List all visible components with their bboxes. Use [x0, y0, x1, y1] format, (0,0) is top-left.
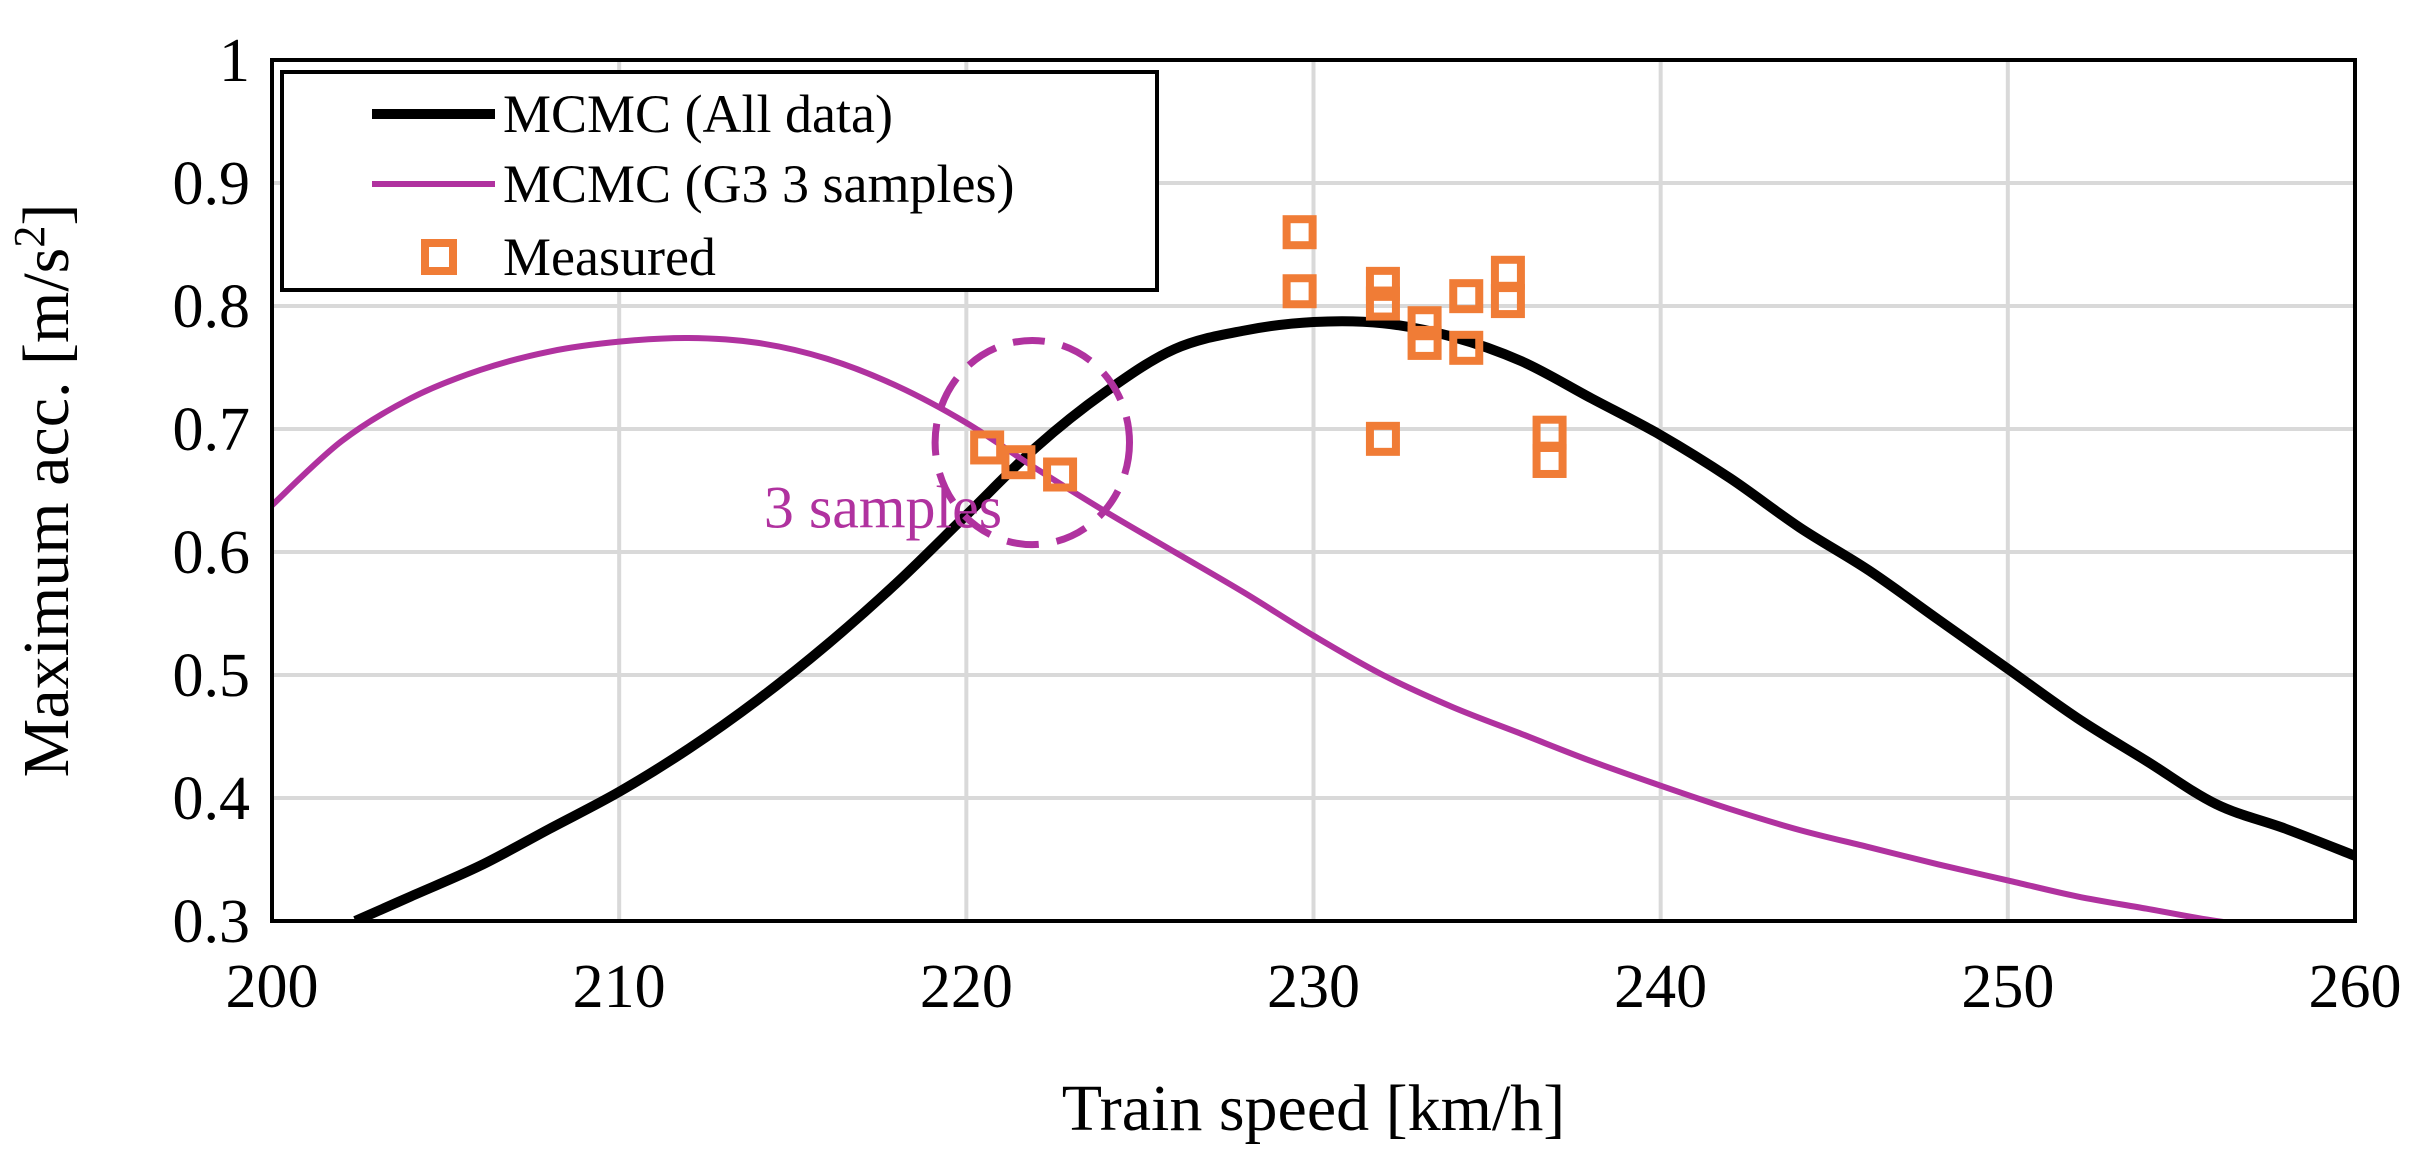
y-axis-title-end: ] [10, 204, 83, 226]
tick-labels: 200 210 220 230 240 250 260 0.3 0.4 0.5 0.6 0.7 0.8 0… [173, 27, 2402, 1021]
annotations: 3 samples [764, 215, 1567, 549]
y-tick-label: 0.5 [173, 642, 251, 710]
measured-point [1532, 415, 1567, 450]
measured-point [1043, 457, 1078, 492]
annotation-label: 3 samples [764, 475, 1002, 541]
measured-point [1365, 266, 1400, 301]
measured-point [1001, 445, 1036, 480]
measured-point [1449, 330, 1484, 365]
y-axis-title-sup: 2 [5, 226, 54, 248]
legend-swatch-measured [421, 239, 457, 275]
x-tick-label: 230 [1267, 953, 1360, 1021]
legend-label-all-data: MCMC (All data) [503, 84, 893, 144]
y-tick-label: 1 [219, 27, 250, 95]
measured-point [1532, 443, 1567, 478]
measured-point [1365, 286, 1400, 321]
measured-point [970, 430, 1005, 465]
annotation-ellipse [931, 336, 1134, 549]
x-tick-label: 250 [1961, 953, 2054, 1021]
measured-point [1407, 306, 1442, 341]
y-tick-label: 0.4 [173, 765, 251, 833]
series-line-g3 [272, 334, 2239, 921]
y-axis-title: Maximum acc. [m/s2] [5, 204, 84, 778]
x-tick-label: 220 [920, 953, 1013, 1021]
y-axis-title-main: Maximum acc. [m/s [10, 248, 83, 778]
x-tick-label: 240 [1614, 953, 1707, 1021]
y-tick-label: 0.8 [173, 273, 251, 341]
legend-label-g3: MCMC (G3 3 samples) [503, 154, 1015, 214]
y-tick-label: 0.9 [173, 150, 251, 218]
series-layer [272, 316, 2355, 921]
x-axis-title: Train speed [km/h] [1062, 1072, 1566, 1145]
measured-point [1407, 325, 1442, 360]
x-tick-label: 210 [573, 953, 666, 1021]
x-tick-label: 200 [226, 953, 319, 1021]
y-tick-label: 0.3 [173, 888, 251, 956]
series-line-all-data [353, 316, 2355, 921]
legend-label-measured: Measured [503, 227, 716, 287]
measured-point [1282, 274, 1317, 309]
x-tick-label: 260 [2309, 953, 2402, 1021]
plot-frame [270, 58, 2357, 923]
measured-point [1282, 215, 1317, 250]
y-tick-label: 0.6 [173, 519, 251, 587]
measured-point [1449, 279, 1484, 314]
legend: MCMC (All data) MCMC (G3 3 samples) Meas… [280, 70, 1159, 292]
measured-point [1365, 421, 1400, 456]
y-tick-label: 0.7 [173, 396, 251, 464]
measured-point [1490, 255, 1525, 290]
measured-point [1490, 284, 1525, 319]
